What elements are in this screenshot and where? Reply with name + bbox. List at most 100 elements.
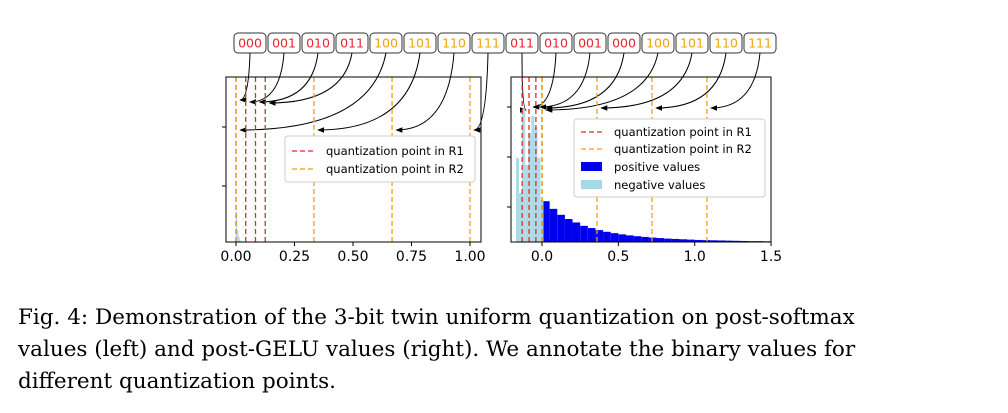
positive-bar (648, 237, 657, 242)
positive-bar (572, 222, 581, 242)
positive-bar (732, 240, 741, 242)
positive-bar (549, 208, 558, 242)
right-legend-r1: quantization point in R1 (614, 125, 752, 139)
negative-bar (525, 165, 529, 242)
annotation-arrow (545, 52, 659, 113)
annotation-arrow (395, 52, 455, 133)
binary-code-text: 101 (408, 36, 432, 51)
binary-code-text: 110 (714, 36, 738, 51)
binary-code-text: 100 (374, 36, 398, 51)
right-axes-frame (510, 76, 772, 243)
left-x-tick-label: 0.50 (337, 249, 368, 265)
binary-code-text: 010 (544, 36, 568, 51)
binary-code-text: 000 (612, 36, 636, 51)
binary-code-text: 001 (272, 36, 296, 51)
binary-code-110: 110 (709, 32, 743, 54)
binary-code-text: 000 (238, 36, 262, 51)
annotation-arrow (600, 52, 693, 111)
left-hist-bar (236, 211, 238, 242)
positive-bar (725, 240, 733, 242)
left-x-tick-label: 0.25 (279, 249, 310, 265)
positive-bar (603, 231, 611, 242)
annotation-arrows (239, 52, 761, 133)
binary-code-text: 010 (306, 36, 330, 51)
annotation-arrow (239, 52, 251, 103)
binary-code-100: 100 (369, 32, 403, 54)
annotation-arrow (473, 52, 489, 133)
right-x-tick-label: 0.0 (531, 249, 553, 265)
negative-bar (516, 158, 520, 242)
binary-code-text: 100 (646, 36, 670, 51)
annotation-arrow (539, 52, 591, 110)
left-x-tick-label: 0.75 (396, 249, 427, 265)
annotation-arrow (268, 52, 353, 106)
positive-bar (542, 201, 550, 242)
right-legend-r2: quantization point in R2 (614, 142, 752, 156)
binary-code-011: 011 (335, 32, 369, 54)
positive-bar (702, 240, 710, 242)
annotation-arrow (519, 52, 527, 113)
annotation-arrow (239, 52, 387, 133)
positive-bar (664, 238, 672, 242)
positive-bar (610, 233, 619, 242)
positive-bar (580, 225, 588, 242)
binary-code-101: 101 (675, 32, 709, 54)
left-chart: 0.00 0.25 0.50 0.75 1.00 quantization point … (220, 76, 486, 265)
annotation-arrow (317, 52, 421, 133)
annotation-arrow (532, 52, 557, 110)
binary-code-text: 011 (340, 36, 364, 51)
negative-bar (519, 193, 523, 242)
binary-code-111: 111 (743, 32, 777, 54)
right-chart: 0.0 0.5 1.0 1.5 quantization point in R1 qu… (507, 76, 782, 265)
left-hist-bar (239, 240, 241, 242)
positive-bar (717, 240, 726, 242)
right-legend-negative: negative values (614, 178, 705, 192)
binary-code-101: 101 (403, 32, 437, 54)
binary-code-100: 100 (641, 32, 675, 54)
positive-bar (595, 230, 604, 242)
positive-bar (625, 235, 634, 242)
binary-code-text: 111 (748, 36, 772, 51)
binary-code-001: 001 (573, 32, 607, 54)
binary-code-labels: 000 001 010 011 100 101 110 111 011 010 001 000 100 1… (233, 32, 777, 54)
positive-bar (633, 236, 642, 242)
positive-bar (740, 240, 749, 242)
positive-bar (641, 236, 649, 242)
positive-bar (618, 234, 626, 242)
positive-bar (679, 239, 688, 242)
positive-bar (694, 239, 703, 242)
binary-code-000: 000 (607, 32, 641, 54)
left-hist-bar (238, 236, 240, 242)
left-hist-bar (237, 230, 239, 242)
positive-bar (687, 239, 695, 242)
negative-bar (531, 116, 535, 242)
left-legend-r2: quantization point in R2 (326, 162, 464, 176)
caption-line-3: different quantization points. (18, 369, 336, 394)
positive-bar (564, 219, 573, 242)
binary-code-text: 110 (442, 36, 466, 51)
left-legend: quantization point in R1 quantization po… (284, 135, 476, 183)
right-legend: quantization point in R1 quantization po… (573, 118, 766, 198)
binary-code-010: 010 (539, 32, 573, 54)
right-x-tick-label: 1.0 (684, 249, 706, 265)
left-legend-r1: quantization point in R1 (326, 144, 464, 158)
caption-line-1: Fig. 4: Demonstration of the 3-bit twin … (18, 305, 855, 330)
positive-bar (557, 214, 565, 242)
positive-bar (671, 238, 680, 242)
binary-code-000: 000 (233, 32, 267, 54)
positive-bar (656, 238, 665, 242)
right-x-tick-label: 0.5 (607, 249, 629, 265)
binary-code-110: 110 (437, 32, 471, 54)
binary-code-011: 011 (505, 32, 539, 54)
binary-code-text: 001 (578, 36, 602, 51)
binary-code-text: 111 (476, 36, 500, 51)
figure-caption: Fig. 4: Demonstration of the 3-bit twin … (18, 302, 993, 398)
annotation-arrow (655, 52, 727, 111)
annotation-arrow (710, 52, 761, 111)
binary-code-010: 010 (301, 32, 335, 54)
left-x-tick-label: 0.00 (220, 249, 251, 265)
annotation-arrow (545, 52, 625, 111)
binary-code-text: 101 (680, 36, 704, 51)
negative-bar (537, 158, 541, 242)
binary-code-text: 011 (510, 36, 534, 51)
